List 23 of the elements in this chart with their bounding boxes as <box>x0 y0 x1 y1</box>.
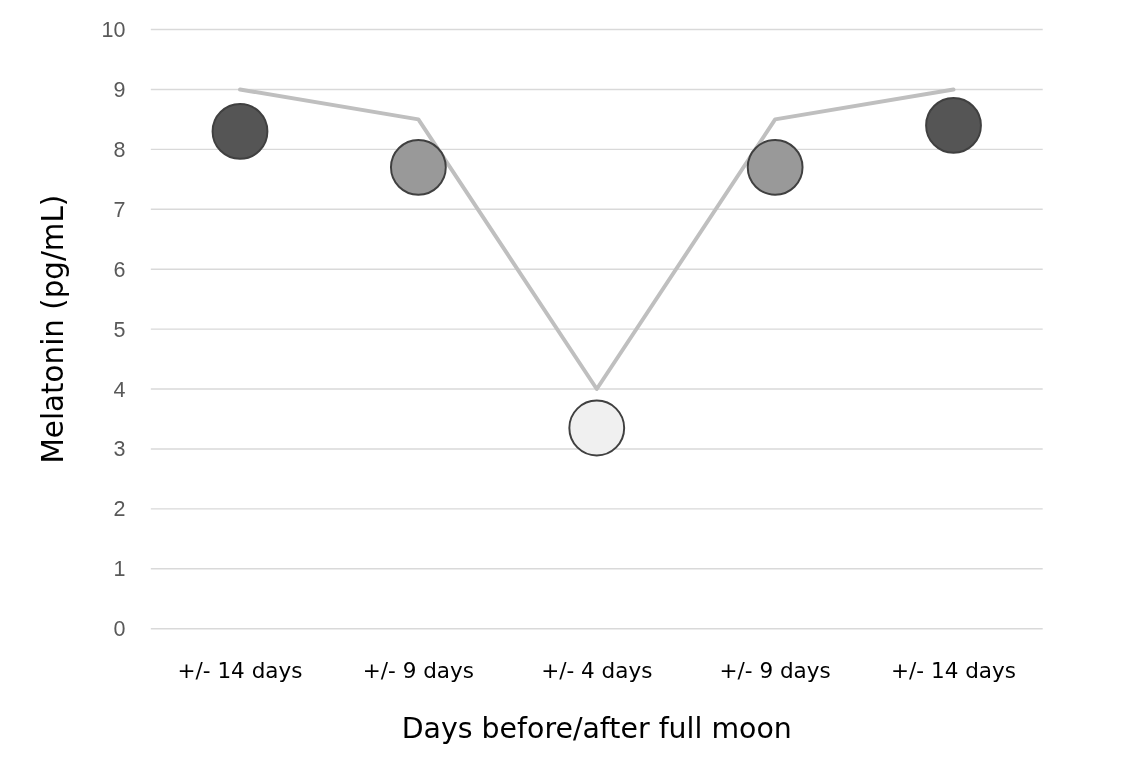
point <box>568 399 626 457</box>
point <box>389 138 447 196</box>
y-tick-label: 4 <box>113 377 126 402</box>
x-tick-label: +/- 14 days <box>177 657 303 683</box>
y-tick-label: 2 <box>113 497 126 522</box>
point <box>925 97 982 154</box>
y-tick-label: 10 <box>101 18 126 43</box>
y-tick-label: 1 <box>113 557 126 582</box>
x-tick-label: +/- 9 days <box>362 657 474 683</box>
y-tick-label: 8 <box>113 137 126 162</box>
y-tick-label: 7 <box>113 197 126 222</box>
y-tick-label: 3 <box>113 437 126 462</box>
y-tick-label: 0 <box>113 617 126 642</box>
x-axis-title: Days before/after full moon <box>401 712 792 746</box>
y-axis-title: Melatonin (pg/mL) <box>35 194 70 464</box>
point <box>211 103 269 160</box>
y-tick-label: 6 <box>113 257 126 282</box>
point <box>746 138 804 196</box>
x-tick-label: +/- 4 days <box>541 657 653 683</box>
y-tick-label: 9 <box>113 77 126 102</box>
y-tick-label: 5 <box>113 317 126 342</box>
x-tick-label: +/- 14 days <box>891 657 1016 683</box>
x-tick-label: +/- 9 days <box>719 657 831 683</box>
